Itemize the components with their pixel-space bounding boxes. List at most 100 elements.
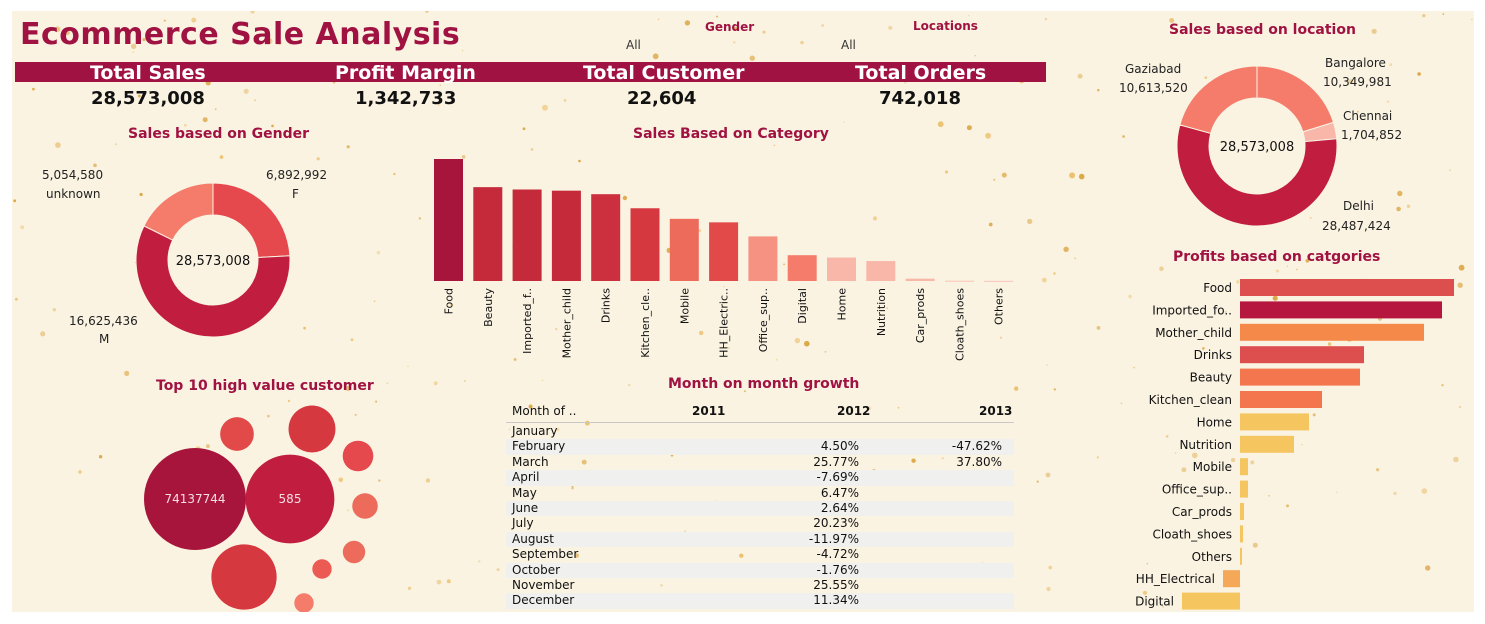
customer-bubble[interactable]	[342, 440, 374, 472]
texture-speck	[1048, 565, 1052, 570]
growth-col-2012[interactable]: 2012	[837, 404, 871, 418]
texture-speck	[1449, 169, 1451, 171]
growth-2013-cell: -47.62%	[951, 439, 1002, 454]
profit-bar[interactable]	[1223, 570, 1240, 588]
table-row: August -11.97%	[506, 531, 1014, 548]
texture-speck	[347, 509, 349, 512]
texture-speck	[1376, 468, 1380, 472]
profit-bar[interactable]	[1240, 391, 1322, 408]
location-donut-chart[interactable]: 28,573,008	[1175, 64, 1339, 228]
texture-speck	[1036, 480, 1039, 483]
category-bar[interactable]	[748, 236, 778, 281]
customer-bubble[interactable]	[342, 540, 366, 564]
texture-speck	[657, 18, 660, 21]
category-bar[interactable]	[905, 278, 935, 281]
growth-2013-cell: 37.80%	[956, 454, 1002, 469]
category-bar[interactable]	[630, 208, 660, 281]
customer-bubble-chart[interactable]: 74137744 585	[132, 396, 382, 612]
customer-bubble[interactable]	[245, 454, 335, 544]
texture-speck	[1336, 491, 1338, 494]
customer-bubble[interactable]	[312, 559, 332, 579]
texture-speck	[93, 163, 97, 168]
category-bar[interactable]	[944, 280, 974, 282]
texture-speck	[254, 99, 257, 102]
texture-speck	[1272, 295, 1278, 301]
table-row: January	[506, 424, 1014, 439]
customer-bubble[interactable]	[352, 493, 378, 519]
profit-tick-label: Imported_fo..	[1152, 303, 1232, 317]
kpi-total-orders-label: Total Orders	[855, 62, 987, 84]
growth-col-2013[interactable]: 2013	[979, 404, 1013, 418]
texture-speck	[375, 400, 378, 403]
texture-speck	[1421, 488, 1428, 494]
gender-f-name: F	[292, 187, 299, 201]
profit-bar[interactable]	[1240, 279, 1454, 296]
profit-bar[interactable]	[1240, 368, 1360, 386]
category-bar[interactable]	[669, 218, 699, 281]
texture-speck	[338, 477, 344, 483]
gender-donut-chart[interactable]: 28,573,008	[133, 180, 293, 340]
texture-speck	[496, 568, 500, 572]
texture-speck	[464, 380, 466, 382]
texture-speck	[723, 286, 725, 288]
texture-speck	[1286, 504, 1289, 508]
profit-bar[interactable]	[1240, 458, 1248, 476]
category-tick-label: Mother_child	[560, 288, 573, 358]
profit-bar[interactable]	[1240, 346, 1364, 364]
texture-speck	[733, 41, 736, 44]
location-bangalore-value: 10,349,981	[1323, 75, 1392, 89]
category-bar-chart[interactable]: Food Beauty Imported_f.. Mother_child Drinks…	[424, 146, 1024, 371]
texture-speck	[1046, 586, 1051, 592]
category-bar[interactable]	[591, 194, 621, 281]
profit-bar[interactable]	[1240, 301, 1442, 319]
category-bar[interactable]	[984, 280, 1014, 282]
profit-bar[interactable]	[1182, 592, 1240, 610]
texture-speck	[563, 98, 567, 102]
table-row: May 6.47%	[506, 486, 1014, 501]
table-row: December 11.34%	[506, 593, 1014, 609]
category-bar[interactable]	[787, 255, 817, 281]
customer-bubble[interactable]	[288, 405, 336, 453]
profit-bar[interactable]	[1240, 503, 1244, 520]
location-delhi-name: Delhi	[1343, 199, 1374, 213]
category-tick-label: Digital	[796, 288, 809, 324]
category-tick-label: Kitchen_cle..	[639, 288, 652, 358]
profit-bar[interactable]	[1240, 525, 1243, 543]
texture-speck	[1224, 311, 1227, 313]
gender-unknown-name: unknown	[46, 187, 101, 201]
profit-tick-label: Office_sup..	[1162, 483, 1232, 497]
profit-bar[interactable]	[1240, 413, 1309, 431]
growth-col-month[interactable]: Month of ..	[512, 404, 577, 418]
gender-chart-title: Sales based on Gender	[128, 126, 310, 142]
customer-bubble[interactable]	[294, 593, 314, 612]
profit-bar[interactable]	[1240, 323, 1424, 341]
category-bar[interactable]	[434, 159, 463, 281]
category-bar[interactable]	[551, 190, 581, 281]
texture-speck	[1045, 472, 1051, 478]
profit-bar-chart[interactable]: Food Imported_fo.. Mother_child Drinks Beaut…	[1062, 273, 1462, 612]
profit-bar[interactable]	[1240, 480, 1248, 498]
texture-speck	[1250, 460, 1255, 465]
texture-speck	[968, 15, 970, 17]
category-bar[interactable]	[827, 257, 856, 281]
texture-speck	[148, 90, 150, 92]
texture-speck	[346, 145, 350, 149]
locations-filter-value[interactable]: All	[841, 38, 856, 52]
customer-bubble[interactable]	[220, 417, 254, 451]
texture-speck	[622, 195, 628, 201]
category-bar[interactable]	[709, 222, 739, 281]
texture-speck	[1162, 605, 1165, 608]
texture-speck	[250, 11, 255, 14]
growth-col-2011[interactable]: 2011	[692, 404, 726, 418]
texture-speck	[276, 39, 282, 45]
profit-bar[interactable]	[1240, 435, 1294, 453]
category-bar[interactable]	[473, 187, 503, 281]
category-bar[interactable]	[512, 189, 542, 282]
kpi-total-orders-value: 742,018	[879, 88, 961, 109]
category-bar[interactable]	[866, 261, 896, 281]
gender-filter-value[interactable]: All	[626, 38, 641, 52]
profit-bar[interactable]	[1240, 547, 1242, 565]
texture-speck	[425, 478, 431, 483]
customer-bubble[interactable]	[211, 544, 277, 610]
customer-bubble[interactable]	[144, 448, 246, 550]
